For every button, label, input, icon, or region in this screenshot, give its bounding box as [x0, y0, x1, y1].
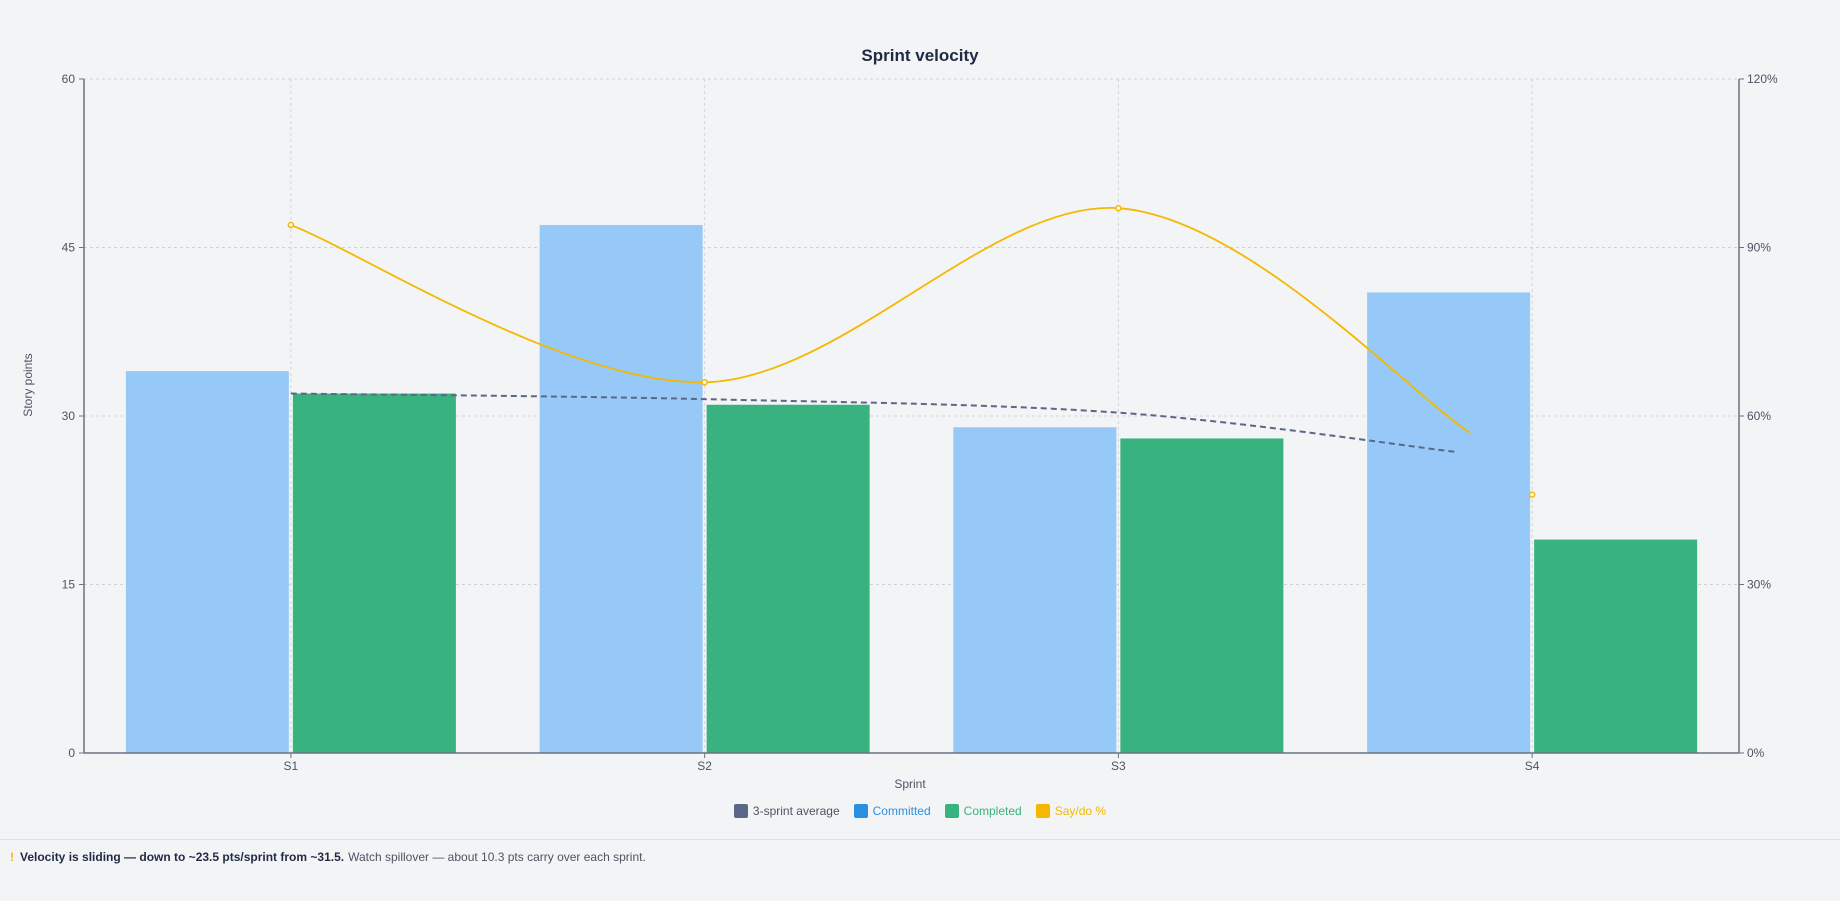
completed-bar	[1120, 438, 1284, 753]
axes-group: 0 15 30 45 60 0% 30% 60% 90% 120% S1 S2 S3 S4	[62, 72, 1778, 773]
y-tick-label: 15	[62, 578, 76, 592]
insight-text: ! Velocity is sliding — down to ~23.5 pts…	[10, 850, 646, 864]
say-do-point	[1115, 204, 1122, 212]
x-tick-label: S1	[284, 759, 299, 773]
legend-label: Say/do %	[1054, 804, 1107, 818]
legend-label: 3-sprint average	[752, 804, 840, 818]
legend-label: Completed	[963, 804, 1022, 818]
say-do-point	[701, 379, 708, 386]
x-axis-label: Sprint	[894, 777, 926, 791]
sprint-velocity-chart: Sprint velocity 0 15 30 45 60 0% 30% 60% 90% 120%…	[21, 46, 1778, 791]
completed-bar	[292, 393, 456, 753]
completed-bar	[1534, 539, 1698, 753]
lines-group	[287, 204, 1536, 498]
insight-headline: Velocity is sliding — down to ~23.5 pts/…	[20, 850, 345, 864]
x-tick-label: S2	[697, 759, 712, 773]
legend-swatch	[944, 804, 959, 818]
y2-tick-label: 90%	[1747, 241, 1771, 255]
committed-bar	[1367, 292, 1531, 753]
y-tick-label: 60	[62, 72, 76, 86]
x-tick-label: S3	[1111, 759, 1126, 773]
y2-tick-label: 0%	[1747, 746, 1765, 760]
say-do-line	[290, 207, 1471, 434]
warning-icon: !	[10, 850, 14, 864]
y-tick-label: 45	[62, 241, 76, 255]
y2-tick-label: 30%	[1747, 578, 1771, 592]
legend-item[interactable]: Committed	[853, 804, 931, 818]
y2-tick-label: 120%	[1747, 72, 1778, 86]
insight-detail: Watch spillover — about 10.3 pts carry o…	[348, 850, 646, 864]
bars-group	[125, 225, 1698, 754]
committed-bar	[953, 427, 1117, 753]
committed-bar	[125, 371, 289, 753]
legend-swatch	[733, 804, 748, 818]
chart-legend: 3-sprint average Committed Completed Say/do…	[0, 804, 1840, 818]
chart-title: Sprint velocity	[861, 46, 979, 65]
x-tick-label: S4	[1525, 759, 1540, 773]
legend-swatch	[1035, 804, 1050, 818]
legend-label: Committed	[872, 804, 931, 818]
say-do-point	[1528, 491, 1536, 498]
insight-footer: ! Velocity is sliding — down to ~23.5 pts…	[0, 839, 1840, 901]
y-axis-label: Story points	[21, 353, 35, 416]
y2-tick-label: 60%	[1747, 409, 1771, 423]
completed-bar	[706, 404, 870, 753]
y-tick-label: 0	[68, 746, 75, 760]
y-tick-label: 30	[62, 409, 76, 423]
legend-swatch	[853, 804, 868, 818]
legend-item[interactable]: 3-sprint average	[733, 804, 840, 818]
legend-item[interactable]: Say/do %	[1035, 804, 1107, 818]
three-sprint-average-line	[290, 392, 1457, 453]
committed-bar	[539, 225, 703, 754]
say-do-point	[287, 221, 295, 229]
grid-lines	[84, 78, 1739, 753]
legend-item[interactable]: Completed	[944, 804, 1022, 818]
